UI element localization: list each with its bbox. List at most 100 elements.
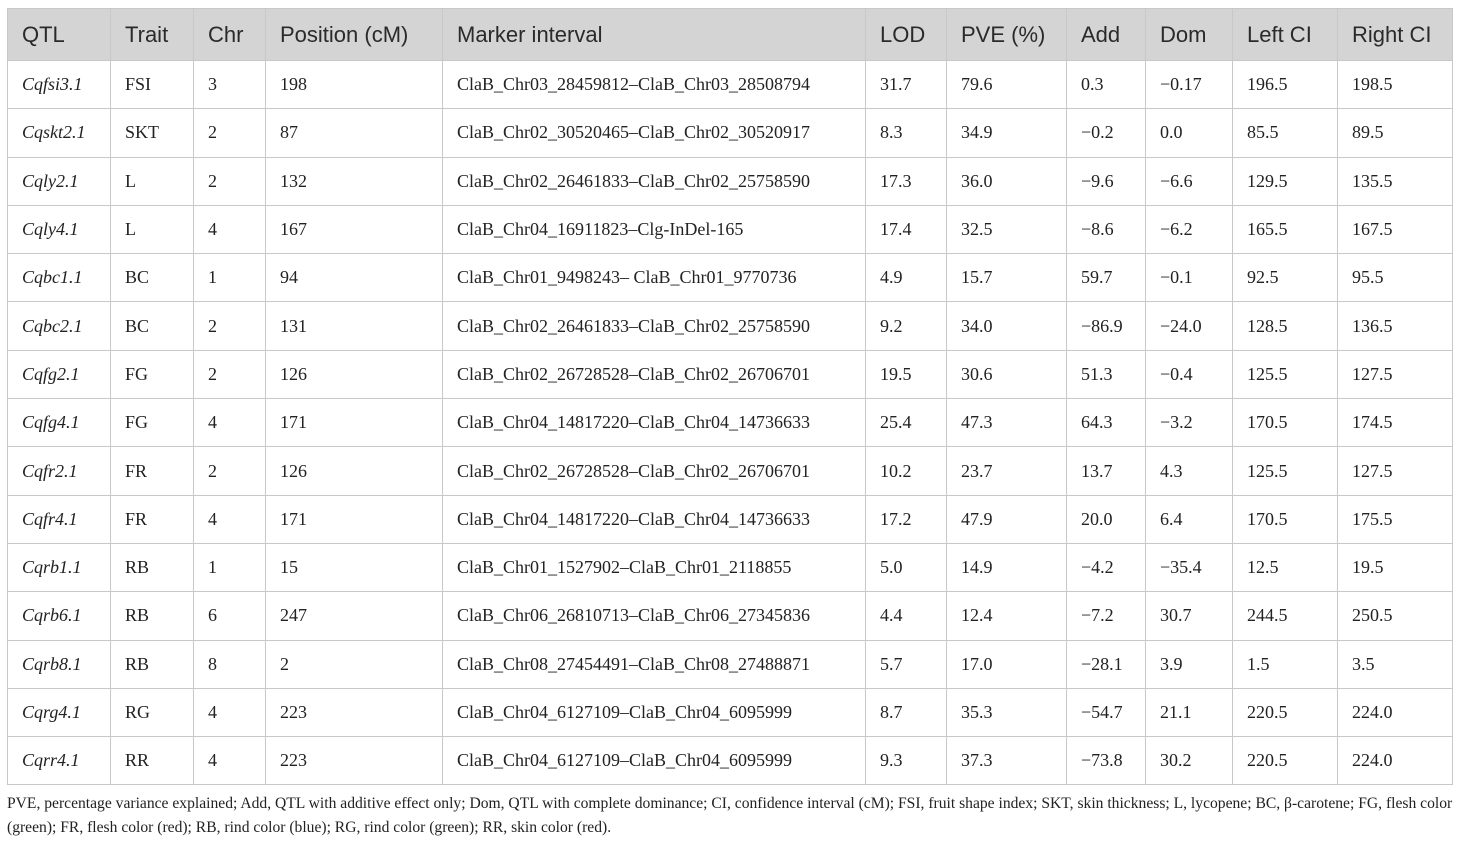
table-cell: 15 [265, 542, 443, 593]
table-row: Cqbc2.1 BC 2 131 ClaB_Chr02_26461833–ClaB_Ch… [7, 301, 1453, 351]
table-cell: L [110, 156, 194, 206]
table-cell: 198 [265, 59, 443, 110]
table-cell: 34.0 [946, 301, 1067, 351]
table-cell: 167 [265, 204, 443, 255]
header-cell: Chr [193, 8, 266, 61]
table-row: Cqbc1.1 BC 1 94 ClaB_Chr01_9498243– ClaB_Chr… [7, 253, 1453, 303]
header-cell: QTL [7, 8, 111, 61]
table-cell: ClaB_Chr08_27454491–ClaB_Chr08_27488871 [442, 639, 866, 689]
table-cell: 47.9 [946, 494, 1067, 544]
table-cell: 131 [265, 301, 443, 351]
table-row: Cqly4.1 L 4 167 ClaB_Chr04_16911823–Clg-InDe… [7, 204, 1453, 255]
table-cell: 17.4 [865, 204, 947, 255]
table-cell: 79.6 [946, 59, 1067, 110]
table-cell: 0.0 [1145, 108, 1233, 158]
table-cell: 8.3 [865, 108, 947, 158]
table-cell: −4.2 [1066, 542, 1146, 593]
table-cell: BC [110, 301, 194, 351]
table-cell: 95.5 [1337, 253, 1453, 303]
table-cell: 1 [193, 542, 266, 593]
table-cell: 223 [265, 736, 443, 786]
table-cell: 126 [265, 349, 443, 400]
table-cell: Cqfr2.1 [7, 446, 111, 496]
table-row: Cqfr4.1 FR 4 171 ClaB_Chr04_14817220–ClaB_Ch… [7, 494, 1453, 544]
table-cell: 30.7 [1145, 591, 1233, 641]
table-cell: 59.7 [1066, 253, 1146, 303]
table-cell: FG [110, 398, 194, 448]
table-cell: 223 [265, 687, 443, 738]
table-cell: 25.4 [865, 398, 947, 448]
table-cell: 136.5 [1337, 301, 1453, 351]
table-cell: 94 [265, 253, 443, 303]
table-cell: −24.0 [1145, 301, 1233, 351]
table-cell: −0.17 [1145, 59, 1233, 110]
table-cell: Cqrr4.1 [7, 736, 111, 786]
table-row: Cqfg2.1 FG 2 126 ClaB_Chr02_26728528–ClaB_Ch… [7, 349, 1453, 400]
table-cell: 17.3 [865, 156, 947, 206]
table-cell: 167.5 [1337, 204, 1453, 255]
table-cell: 34.9 [946, 108, 1067, 158]
table-cell: ClaB_Chr04_14817220–ClaB_Chr04_14736633 [442, 494, 866, 544]
table-cell: 129.5 [1232, 156, 1338, 206]
table-cell: 47.3 [946, 398, 1067, 448]
table-cell: 31.7 [865, 59, 947, 110]
table-row: Cqrb8.1 RB 8 2 ClaB_Chr08_27454491–ClaB_Chr0… [7, 639, 1453, 689]
table-cell: −6.2 [1145, 204, 1233, 255]
table-cell: 4 [193, 398, 266, 448]
table-cell: 3 [193, 59, 266, 110]
table-cell: ClaB_Chr02_26461833–ClaB_Chr02_25758590 [442, 156, 866, 206]
table-cell: 1.5 [1232, 639, 1338, 689]
table-row: Cqrg4.1 RG 4 223 ClaB_Chr04_6127109–ClaB_Chr… [7, 687, 1453, 738]
table-cell: 132 [265, 156, 443, 206]
table-row: Cqfg4.1 FG 4 171 ClaB_Chr04_14817220–ClaB_Ch… [7, 398, 1453, 448]
table-cell: 15.7 [946, 253, 1067, 303]
table-cell: 2 [193, 446, 266, 496]
table-cell: 175.5 [1337, 494, 1453, 544]
header-cell: Marker interval [442, 8, 866, 61]
table-cell: −6.6 [1145, 156, 1233, 206]
table-cell: Cqfr4.1 [7, 494, 111, 544]
table-cell: ClaB_Chr01_1527902–ClaB_Chr01_2118855 [442, 542, 866, 593]
table-row: Cqfr2.1 FR 2 126 ClaB_Chr02_26728528–ClaB_Ch… [7, 446, 1453, 496]
table-cell: 224.0 [1337, 736, 1453, 786]
table-cell: −73.8 [1066, 736, 1146, 786]
table-cell: 2 [193, 156, 266, 206]
table-cell: 8 [193, 639, 266, 689]
table-cell: ClaB_Chr04_6127109–ClaB_Chr04_6095999 [442, 736, 866, 786]
table-cell: BC [110, 253, 194, 303]
table-cell: Cqbc1.1 [7, 253, 111, 303]
table-cell: 32.5 [946, 204, 1067, 255]
table-row: Cqfsi3.1 FSI 3 198 ClaB_Chr03_28459812–ClaB_… [7, 59, 1453, 110]
table-cell: −0.2 [1066, 108, 1146, 158]
table-cell: 196.5 [1232, 59, 1338, 110]
table-cell: 125.5 [1232, 349, 1338, 400]
qtl-table: QTL Trait Chr Position (cM) Marker interval L… [7, 8, 1453, 786]
table-cell: 4 [193, 687, 266, 738]
table-cell: 17.2 [865, 494, 947, 544]
table-cell: 1 [193, 253, 266, 303]
header-cell: Add [1066, 8, 1146, 61]
table-cell: 5.0 [865, 542, 947, 593]
table-cell: 220.5 [1232, 736, 1338, 786]
table-cell: ClaB_Chr01_9498243– ClaB_Chr01_9770736 [442, 253, 866, 303]
table-cell: ClaB_Chr06_26810713–ClaB_Chr06_27345836 [442, 591, 866, 641]
table-cell: 4.4 [865, 591, 947, 641]
table-cell: −8.6 [1066, 204, 1146, 255]
table-cell: Cqly2.1 [7, 156, 111, 206]
table-cell: 87 [265, 108, 443, 158]
table-cell: −54.7 [1066, 687, 1146, 738]
table-cell: RR [110, 736, 194, 786]
table-cell: −9.6 [1066, 156, 1146, 206]
table-cell: 3.5 [1337, 639, 1453, 689]
table-cell: 2 [193, 349, 266, 400]
table-cell: Cqfg2.1 [7, 349, 111, 400]
table-cell: 5.7 [865, 639, 947, 689]
table-cell: 174.5 [1337, 398, 1453, 448]
table-wrap: QTL Trait Chr Position (cM) Marker interval L… [7, 8, 1453, 786]
header-cell: PVE (%) [946, 8, 1067, 61]
header-cell: Right CI [1337, 8, 1453, 61]
table-cell: 128.5 [1232, 301, 1338, 351]
table-cell: Cqrb6.1 [7, 591, 111, 641]
table-cell: 244.5 [1232, 591, 1338, 641]
